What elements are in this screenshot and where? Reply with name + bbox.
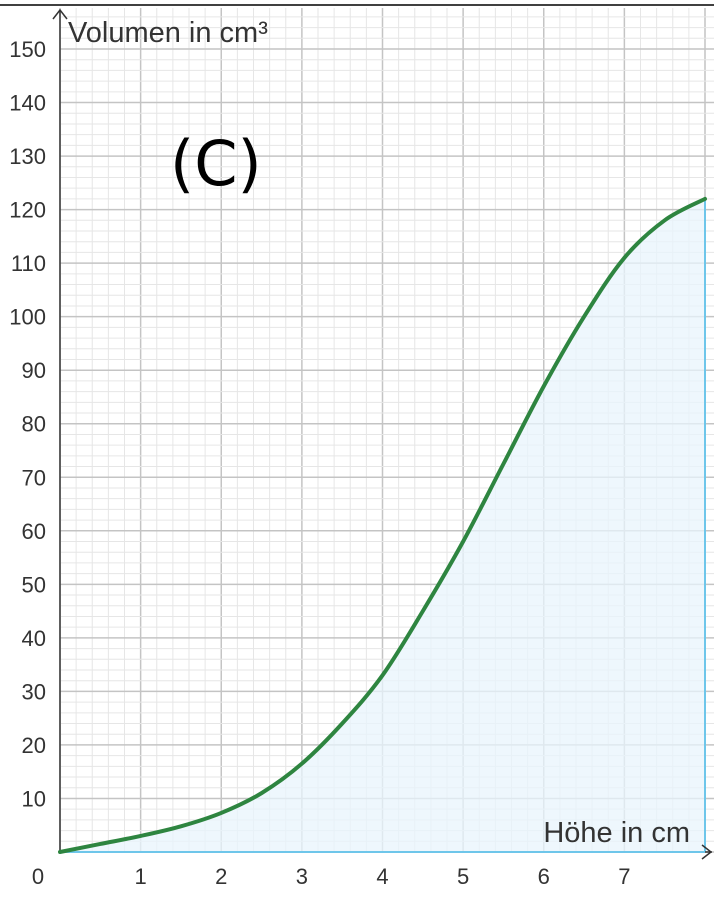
- x-axis-arrow: [701, 844, 713, 860]
- y-tick-label: 10: [22, 786, 46, 811]
- axes: [52, 8, 713, 860]
- chart-annotation: (C): [170, 127, 262, 200]
- x-tick-label: 4: [376, 864, 388, 889]
- x-tick-label: 7: [618, 864, 630, 889]
- x-axis-label: Höhe in cm: [543, 817, 690, 849]
- y-axis-label: Volumen in cm³: [68, 17, 268, 49]
- y-tick-label: 40: [22, 626, 46, 651]
- x-tick-label: 3: [296, 864, 308, 889]
- y-tick-label: 100: [9, 305, 46, 330]
- y-axis-arrow: [52, 8, 68, 20]
- y-tick-label: 140: [9, 91, 46, 116]
- y-tick-label: 90: [22, 358, 46, 383]
- y-tick-label: 130: [9, 144, 46, 169]
- y-tick-label: 70: [22, 465, 46, 490]
- y-tick-label: 50: [22, 572, 46, 597]
- x-tick-label: 6: [538, 864, 550, 889]
- x-tick-label: 0: [32, 864, 44, 889]
- x-tick-label: 5: [457, 864, 469, 889]
- y-tick-label: 80: [22, 412, 46, 437]
- y-tick-label: 60: [22, 519, 46, 544]
- x-tick-label: 2: [215, 864, 227, 889]
- y-tick-label: 20: [22, 733, 46, 758]
- y-tick-label: 30: [22, 679, 46, 704]
- area-under-curve: [60, 198, 705, 853]
- tick-labels: 0 1 2 3 4 5 6 7 10 20 30 40 50 60 70 80 90 100 110 120 130 14…: [9, 37, 630, 889]
- volume-curve: [58, 196, 707, 854]
- x-tick-label: 1: [135, 864, 147, 889]
- y-tick-label: 110: [11, 251, 46, 276]
- y-tick-label: 150: [9, 37, 46, 62]
- y-tick-label: 120: [9, 198, 46, 223]
